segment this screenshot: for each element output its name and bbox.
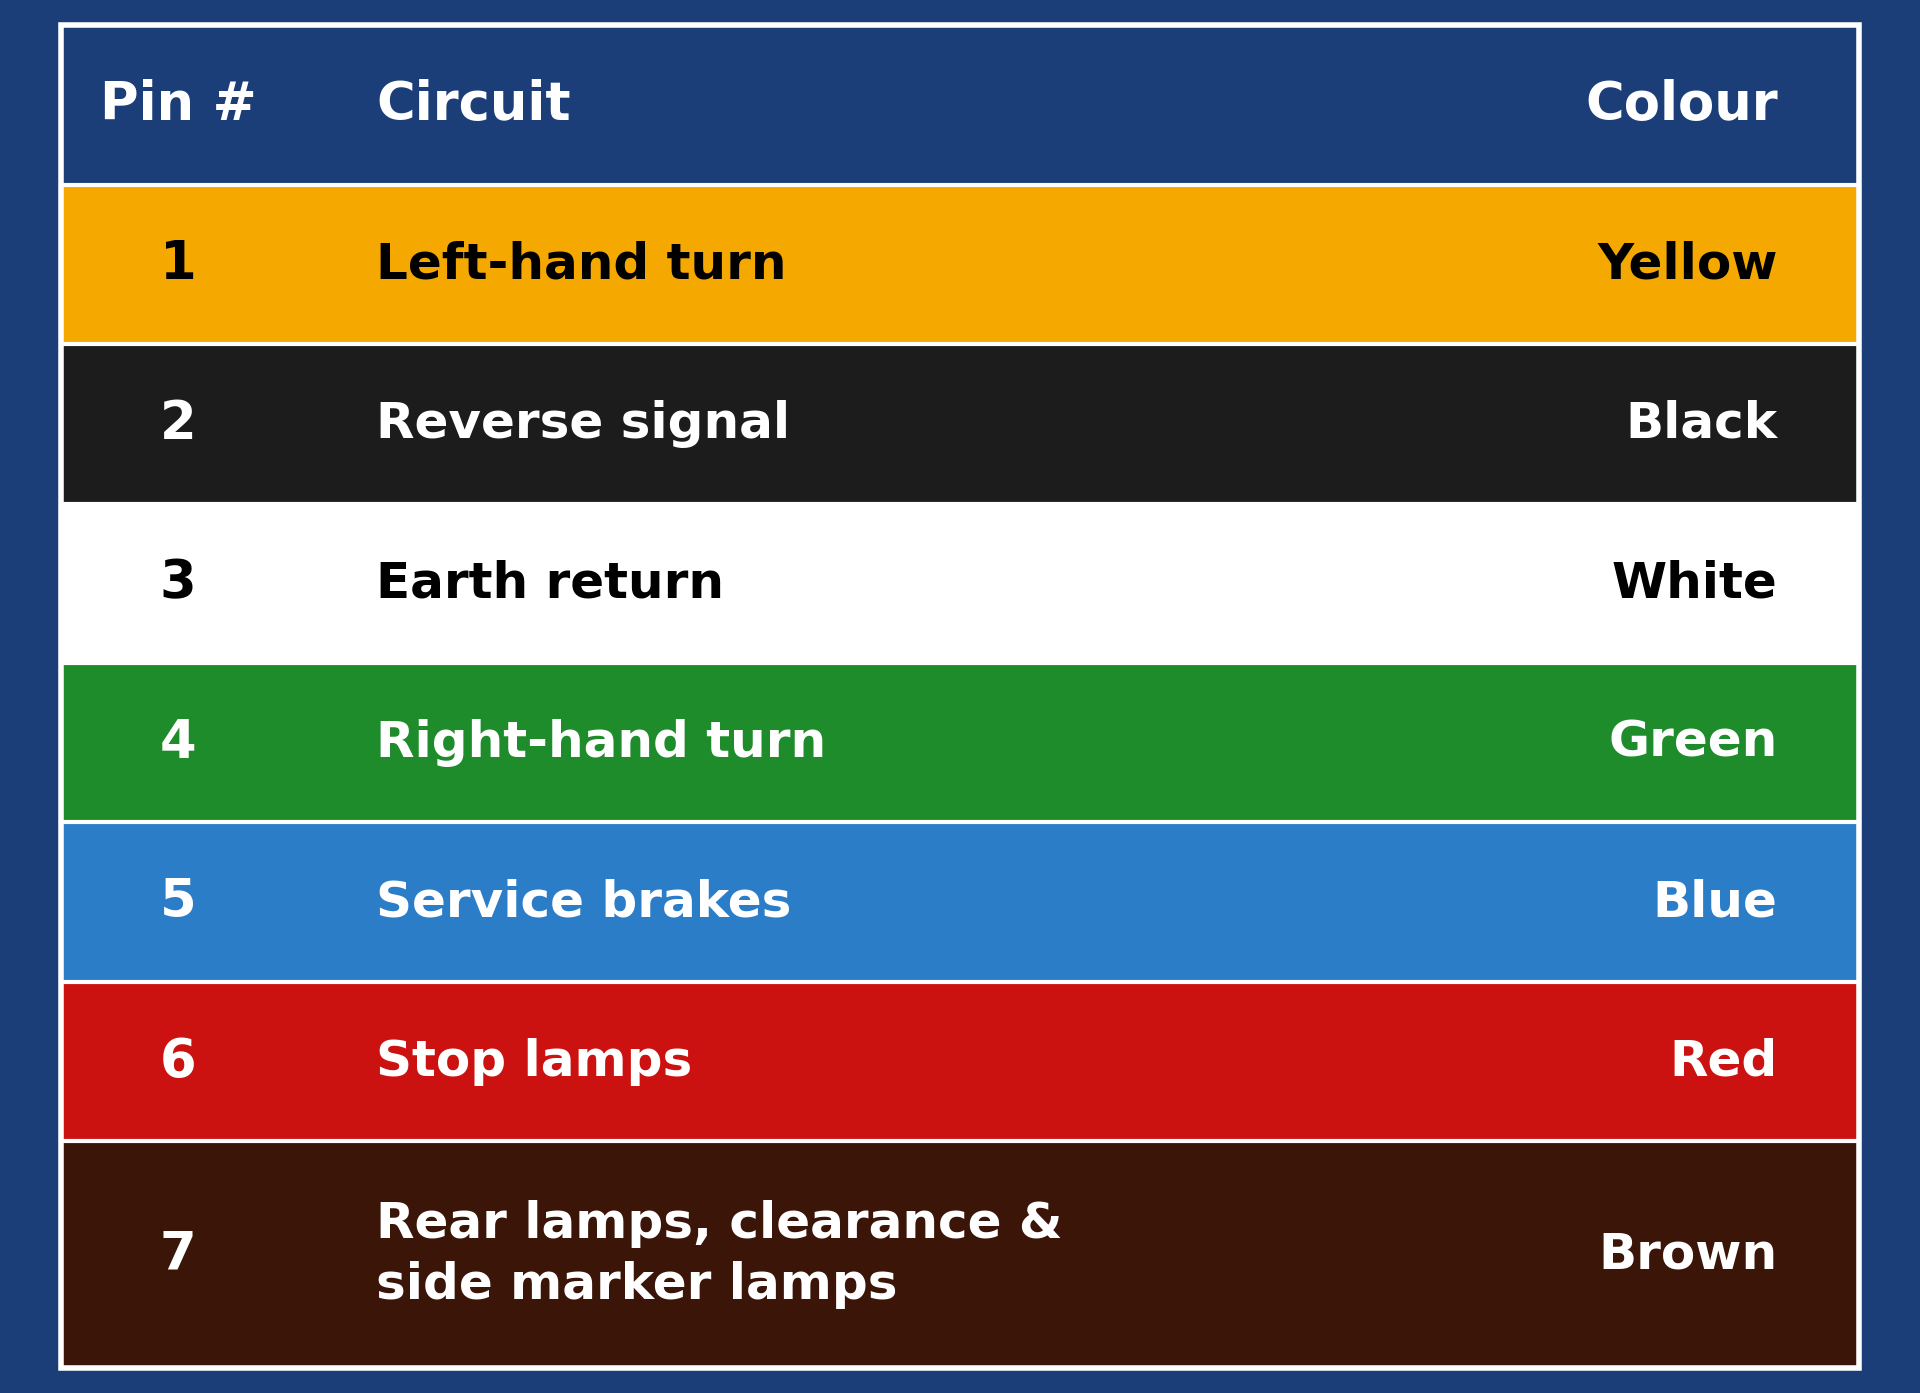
Text: White: White [1613,559,1778,607]
Bar [61,822,1859,982]
Text: Green: Green [1609,719,1778,766]
Text: Circuit: Circuit [376,79,570,131]
Text: 2: 2 [159,398,196,450]
Text: 1: 1 [159,238,196,290]
Text: Rear lamps, clearance &
side marker lamps: Rear lamps, clearance & side marker lamp… [376,1199,1062,1309]
Text: Left-hand turn: Left-hand turn [376,241,787,288]
Bar [61,503,1859,663]
Text: Earth return: Earth return [376,559,724,607]
Text: 3: 3 [159,557,196,609]
Text: Blue: Blue [1653,878,1778,926]
Text: Brown: Brown [1599,1230,1778,1279]
Bar [61,663,1859,822]
Bar [61,184,1859,344]
Text: Yellow: Yellow [1597,241,1778,288]
Text: 4: 4 [159,717,196,769]
Text: 7: 7 [159,1229,196,1280]
Text: Right-hand turn: Right-hand turn [376,719,826,766]
Text: Reverse signal: Reverse signal [376,400,789,447]
Text: Stop lamps: Stop lamps [376,1038,693,1085]
Text: Red: Red [1668,1038,1778,1085]
Text: 5: 5 [159,876,196,928]
Text: Service brakes: Service brakes [376,878,791,926]
Text: Black: Black [1626,400,1778,447]
Text: 6: 6 [159,1036,196,1088]
Bar [61,344,1859,503]
Bar [61,25,1859,184]
Text: Colour: Colour [1586,79,1778,131]
Text: Pin #: Pin # [100,79,257,131]
Bar [61,1141,1859,1368]
Bar [61,982,1859,1141]
